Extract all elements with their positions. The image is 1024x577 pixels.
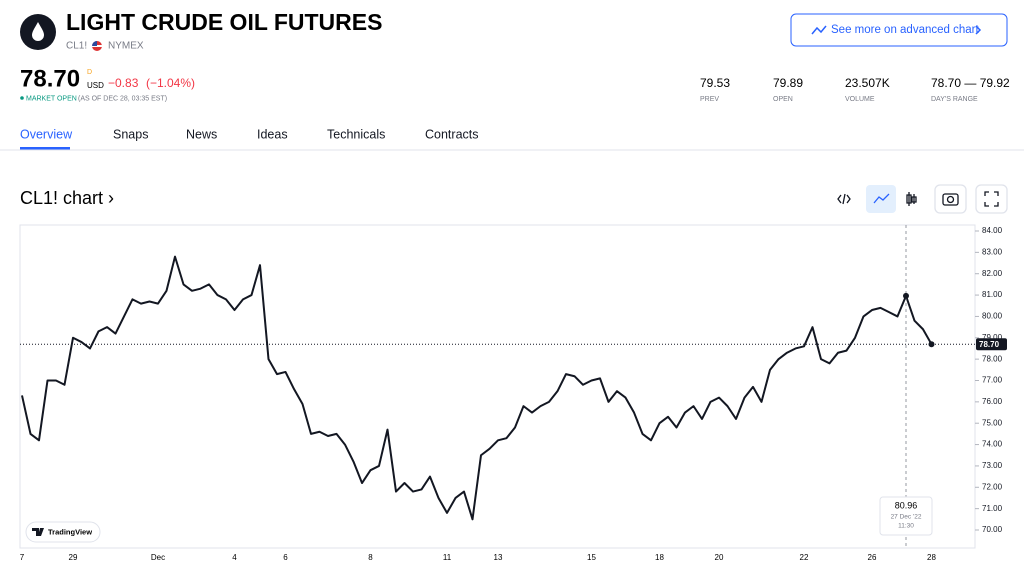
stat-value: 79.53 bbox=[700, 76, 730, 90]
x-tick-label: 15 bbox=[587, 553, 596, 562]
watermark-logo bbox=[32, 528, 44, 536]
y-tick-label: 74.00 bbox=[982, 440, 1003, 449]
x-tick-label: 4 bbox=[232, 553, 237, 562]
snapshot-frame[interactable] bbox=[934, 184, 967, 214]
y-tick-label: 82.00 bbox=[982, 269, 1003, 278]
x-tick-label: 6 bbox=[283, 553, 288, 562]
status-dot bbox=[20, 96, 24, 100]
embed-button[interactable] bbox=[837, 193, 851, 205]
y-tick-label: 72.00 bbox=[982, 482, 1003, 491]
fullscreen-frame[interactable] bbox=[975, 184, 1008, 214]
y-tick-label: 80.00 bbox=[982, 312, 1003, 321]
y-tick-label: 71.00 bbox=[982, 504, 1003, 513]
fullscreen-icon bbox=[984, 191, 999, 207]
x-tick-label: 7 bbox=[20, 553, 25, 562]
x-tick-label: 8 bbox=[368, 553, 373, 562]
stat-value: 79.89 bbox=[773, 76, 803, 90]
y-tick-label: 76.00 bbox=[982, 397, 1003, 406]
candle-button[interactable] bbox=[906, 192, 917, 206]
tooltip-time: 11:30 bbox=[898, 523, 914, 530]
tab[interactable]: Overview bbox=[20, 127, 73, 141]
active-tab-underline bbox=[20, 147, 70, 150]
hover-point bbox=[903, 292, 909, 299]
symbol: CL1! bbox=[66, 41, 87, 52]
y-tick-label: 77.00 bbox=[982, 376, 1003, 385]
currency: USD bbox=[87, 81, 104, 90]
tooltip-date: 27 Dec '22 bbox=[891, 514, 922, 521]
stat-label: OPEN bbox=[773, 96, 793, 103]
toolbar bbox=[837, 184, 1008, 214]
chart: 70.00 71.00 72.00 73.00 74.00 75.00 76.00 77.00… bbox=[20, 225, 1007, 562]
advanced-chart-button[interactable]: See more on advanced chart bbox=[790, 13, 1008, 47]
stats: 79.53 PREV 79.89 OPEN 23.507K VOLUME 78.70 — 7… bbox=[700, 76, 1010, 103]
price-flag: D bbox=[87, 69, 92, 76]
y-tick-label: 78.00 bbox=[982, 354, 1003, 363]
y-tick-label: 79.00 bbox=[982, 333, 1003, 342]
y-tick-label: 83.00 bbox=[982, 247, 1003, 256]
change: −0.83 bbox=[108, 76, 139, 90]
page-title: LIGHT CRUDE OIL FUTURES bbox=[66, 9, 382, 35]
x-tick-label: 22 bbox=[800, 553, 809, 562]
tooltip bbox=[879, 496, 933, 536]
y-tick-label: 75.00 bbox=[982, 418, 1003, 427]
tooltip-value: 80.96 bbox=[895, 500, 918, 510]
x-tick-label: 26 bbox=[868, 553, 877, 562]
x-tick-label: 29 bbox=[69, 553, 78, 562]
as-of: (AS OF DEC 28, 03:35 EST) bbox=[78, 95, 167, 102]
x-tick-label: 18 bbox=[655, 553, 664, 562]
tabs: Overview Snaps News Ideas Technicals Contract… bbox=[20, 127, 479, 141]
x-tick-label: 28 bbox=[927, 553, 936, 562]
price-line bbox=[21, 255, 933, 521]
x-tick-label: 11 bbox=[443, 553, 452, 562]
exchange: NYMEX bbox=[108, 41, 144, 52]
price-label: 78.70 bbox=[979, 340, 1000, 349]
x-tick-label: 13 bbox=[494, 553, 503, 562]
y-tick-label: 81.00 bbox=[982, 290, 1003, 299]
button-label[interactable]: See more on advanced chart bbox=[831, 24, 979, 36]
tab[interactable]: Contracts bbox=[425, 127, 479, 141]
chart-frame bbox=[19, 224, 976, 549]
price-label-box bbox=[976, 338, 1007, 351]
section-title[interactable]: CL1! chart › bbox=[20, 188, 114, 208]
change-percent: (−1.04%) bbox=[146, 76, 195, 90]
stat-value: 78.70 — 79.92 bbox=[931, 76, 1010, 90]
camera-icon bbox=[942, 193, 959, 206]
watermark-box[interactable] bbox=[25, 521, 101, 543]
tab[interactable]: News bbox=[186, 127, 217, 141]
line-icon bbox=[873, 193, 890, 204]
tab[interactable]: Ideas bbox=[257, 127, 288, 141]
price: 78.70 bbox=[20, 65, 80, 92]
tab[interactable]: Technicals bbox=[327, 127, 385, 141]
x-tick-label: 20 bbox=[715, 553, 724, 562]
last-point bbox=[928, 341, 935, 348]
y-tick-label: 70.00 bbox=[982, 525, 1003, 534]
stat-label: DAY'S RANGE bbox=[931, 96, 978, 103]
stat-label: VOLUME bbox=[845, 96, 875, 103]
stat-value: 23.507K bbox=[845, 76, 890, 90]
market-status: MARKET OPEN bbox=[26, 95, 77, 102]
tab[interactable]: Snaps bbox=[113, 127, 148, 141]
flag bbox=[92, 41, 102, 51]
y-tick-label: 84.00 bbox=[982, 226, 1003, 235]
watermark[interactable]: TradingView bbox=[48, 527, 92, 536]
y-tick-label: 73.00 bbox=[982, 461, 1003, 470]
logo-drop bbox=[32, 22, 44, 41]
camera-lens bbox=[946, 195, 955, 204]
stat-label: PREV bbox=[700, 96, 719, 103]
x-tick-label: Dec bbox=[151, 553, 165, 562]
